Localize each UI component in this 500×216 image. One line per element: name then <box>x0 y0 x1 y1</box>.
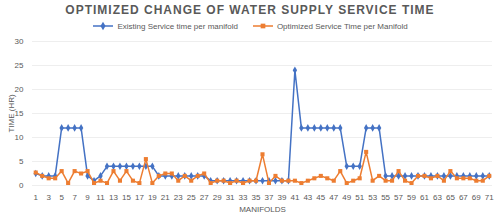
svg-text:0: 0 <box>19 181 24 190</box>
svg-text:25: 25 <box>15 61 24 70</box>
svg-text:1: 1 <box>34 193 39 202</box>
svg-text:45: 45 <box>316 193 325 202</box>
svg-text:23: 23 <box>174 193 183 202</box>
svg-text:41: 41 <box>290 193 299 202</box>
svg-text:39: 39 <box>277 193 286 202</box>
svg-text:27: 27 <box>200 193 209 202</box>
svg-text:11: 11 <box>96 193 105 202</box>
svg-text:61: 61 <box>420 193 429 202</box>
svg-text:51: 51 <box>355 193 364 202</box>
svg-text:35: 35 <box>252 193 261 202</box>
svg-text:30: 30 <box>15 37 24 46</box>
svg-text:15: 15 <box>122 193 131 202</box>
svg-text:9: 9 <box>85 193 90 202</box>
svg-text:15: 15 <box>14 109 24 119</box>
svg-text:TIME (HR): TIME (HR) <box>7 94 16 133</box>
svg-text:17: 17 <box>135 193 144 202</box>
svg-text:31: 31 <box>226 193 235 202</box>
svg-text:57: 57 <box>394 193 403 202</box>
svg-text:7: 7 <box>72 193 77 202</box>
svg-text:5: 5 <box>19 157 24 166</box>
svg-text:47: 47 <box>329 193 338 202</box>
svg-text:5: 5 <box>59 193 64 202</box>
svg-text:33: 33 <box>239 193 248 202</box>
html-text:Optimized Service Time per Man: Optimized Service Time per Manifold <box>276 21 408 31</box>
svg-text:25: 25 <box>187 193 196 202</box>
svg-text:59: 59 <box>407 193 416 202</box>
svg-text:43: 43 <box>303 193 312 202</box>
svg-text:49: 49 <box>342 193 351 202</box>
svg-text:29: 29 <box>213 193 222 202</box>
svg-text:37: 37 <box>265 193 274 202</box>
svg-text:13: 13 <box>109 193 118 202</box>
svg-text:71: 71 <box>485 193 494 202</box>
svg-text:MANIFOLDS: MANIFOLDS <box>239 205 286 214</box>
svg-text:65: 65 <box>446 193 455 202</box>
html-text:Existing Service time per mani: Existing Service time per manifold <box>117 21 238 31</box>
svg-text:10: 10 <box>15 133 24 142</box>
svg-text:3: 3 <box>46 193 51 202</box>
svg-text:19: 19 <box>148 193 157 202</box>
svg-text:53: 53 <box>368 193 377 202</box>
svg-text:67: 67 <box>459 193 468 202</box>
svg-text:21: 21 <box>161 193 170 202</box>
html-text:OPTIMIZED CHANGE OF WATER SUPP: OPTIMIZED CHANGE OF WATER SUPPLY SERVICE… <box>65 3 435 17</box>
svg-text:63: 63 <box>433 193 442 202</box>
svg-text:69: 69 <box>472 193 481 202</box>
svg-text:20: 20 <box>15 85 24 94</box>
svg-text:55: 55 <box>381 193 390 202</box>
